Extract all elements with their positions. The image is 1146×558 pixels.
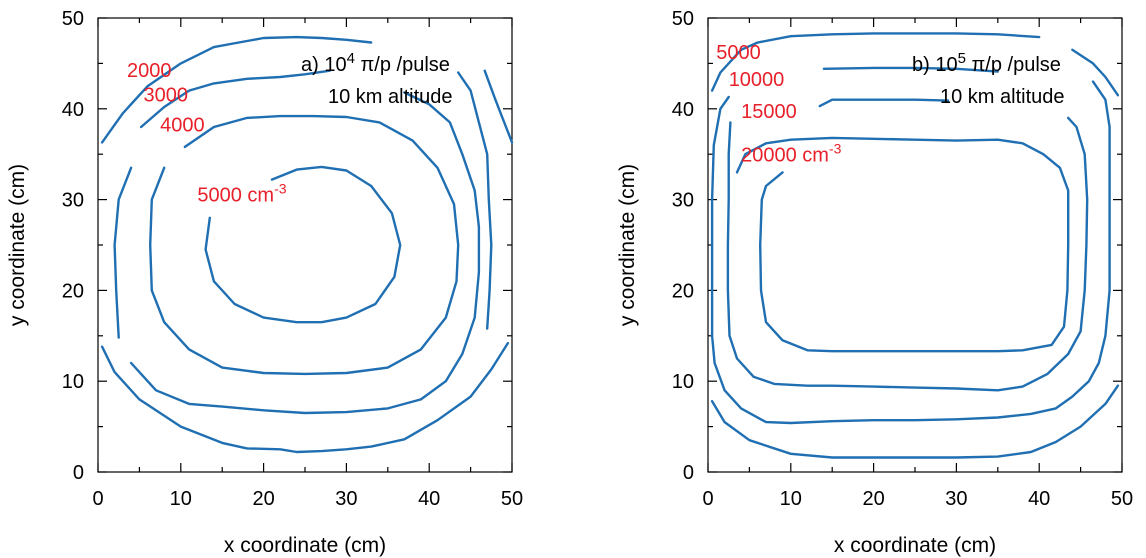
- contour-label-5000: 5000: [716, 42, 761, 64]
- x-tick-label: 20: [862, 488, 884, 510]
- x-tick-label: 0: [92, 488, 103, 510]
- contour-label-10000: 10000: [729, 69, 785, 91]
- contour-line-10000: [710, 80, 1111, 425]
- x-tick-label: 10: [780, 488, 802, 510]
- panel-annotation-line2: 10 km altitude: [328, 86, 453, 108]
- x-tick-label: 30: [945, 488, 967, 510]
- unit-exponent: -3: [829, 140, 842, 156]
- unit-exponent: -3: [274, 180, 287, 196]
- contour-line-4000: [149, 114, 460, 376]
- contour-line-3000: [100, 341, 510, 454]
- contour-line-3000: [457, 71, 493, 330]
- contour-line-20000: [735, 136, 1070, 353]
- contour-line-2000: [483, 69, 514, 144]
- contour-line-5000: [710, 384, 1120, 459]
- contour-label-3000: 3000: [144, 85, 189, 107]
- contour-label-4000: 4000: [160, 115, 205, 137]
- contour-label-15000: 15000: [741, 101, 797, 123]
- x-tick-label: 40: [1028, 488, 1050, 510]
- contour-line-3000: [139, 69, 331, 129]
- contour-line-5000: [710, 32, 1041, 92]
- x-axis-label: x coordinate (cm): [834, 534, 996, 557]
- exponent: 4: [347, 50, 355, 67]
- x-tick-label: 40: [418, 488, 440, 510]
- y-tick-label: 30: [62, 190, 84, 212]
- y-tick-label: 20: [672, 280, 694, 302]
- x-tick-label: 0: [702, 488, 713, 510]
- x-tick-label: 50: [501, 488, 523, 510]
- y-tick-label: 10: [62, 371, 84, 393]
- x-tick-label: 20: [252, 488, 274, 510]
- x-axis-label: x coordinate (cm): [224, 534, 386, 557]
- exponent: 5: [958, 50, 966, 67]
- y-tick-label: 40: [62, 99, 84, 121]
- contour-line-5000: [204, 165, 402, 324]
- panel-annotation-line1: a) 104 π/p /pulse: [301, 50, 450, 77]
- y-tick-label: 50: [62, 8, 84, 30]
- contour-line-10000: [822, 66, 999, 73]
- annotation-suffix: π/p /pulse: [355, 54, 450, 76]
- contour-label-5000: 5000 cm-3: [197, 180, 286, 206]
- y-tick-label: 0: [683, 462, 694, 484]
- y-axis-label: y coordinate (cm): [6, 164, 29, 326]
- x-tick-label: 30: [335, 488, 357, 510]
- contour-line-5000: [1071, 48, 1120, 97]
- chart-panel-a: 0 10 20 30 40 50 0 10 20 30 40 50 x coordinate (cm) y…: [6, 8, 523, 557]
- y-axis-label: y coordinate (cm): [616, 164, 639, 326]
- y-tick-label: 30: [672, 190, 694, 212]
- contour-line-15000: [726, 116, 1089, 392]
- contour-line-15000: [818, 98, 950, 108]
- y-tick-label: 0: [73, 462, 84, 484]
- panel-annotation-line2: 10 km altitude: [940, 86, 1065, 108]
- y-tick-label: 40: [672, 99, 694, 121]
- contour-label-20000: 20000 cm-3: [741, 140, 842, 166]
- contour-line-2000: [100, 35, 373, 144]
- y-tick-label: 50: [672, 8, 694, 30]
- y-tick-label: 20: [62, 280, 84, 302]
- y-tick-label: 10: [672, 371, 694, 393]
- contour-line-4000: [129, 91, 481, 415]
- x-tick-label: 50: [1111, 488, 1133, 510]
- contour-label-2000: 2000: [127, 60, 172, 82]
- panel-annotation-line1: b) 105 π/p /pulse: [912, 50, 1061, 77]
- x-tick-label: 10: [170, 488, 192, 510]
- annotation-suffix: π/p /pulse: [966, 54, 1061, 76]
- chart-panel-b: 0 10 20 30 40 50 0 10 20 30 40 50 x coordinate (cm) y…: [616, 8, 1133, 557]
- contour-line-3000: [113, 166, 133, 339]
